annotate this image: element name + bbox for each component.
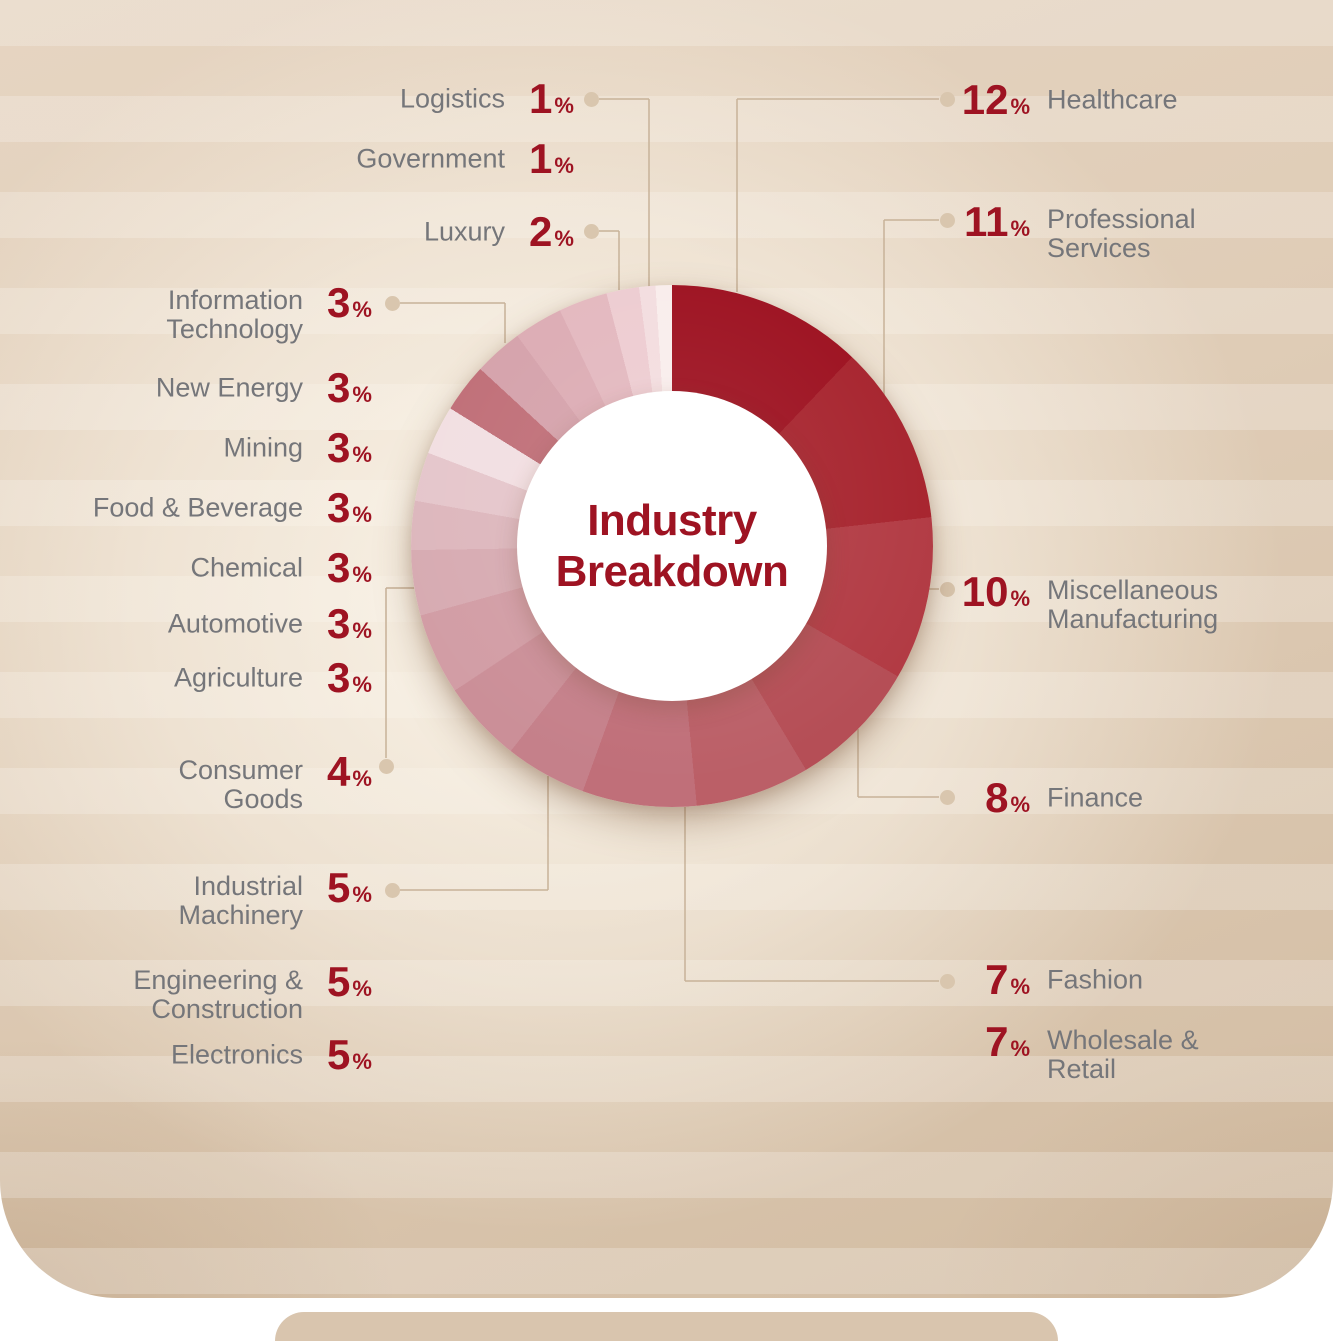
label-row-new-energy: New Energy 3%	[156, 367, 372, 409]
industry-label: Wholesale & Retail	[1047, 1025, 1199, 1084]
leader-dot	[939, 581, 955, 597]
leader-dot	[939, 212, 955, 228]
label-row-government: Government 1%	[356, 138, 574, 180]
industry-label: Agriculture	[173, 662, 303, 693]
industry-label: Luxury	[423, 216, 505, 247]
label-row-chemical: Chemical 3%	[190, 547, 371, 589]
donut-center: Industry Breakdown	[517, 391, 827, 701]
percentage-value: 10%	[961, 568, 1030, 615]
label-row-food-beverage: Food & Beverage 3%	[93, 487, 372, 529]
industry-label: Engineering & Construction	[133, 965, 303, 1024]
label-row-wholesale-retail: Wholesale & Retail 7%	[985, 1021, 1199, 1084]
industry-label: Fashion	[1047, 964, 1144, 995]
leader-dot	[939, 973, 955, 989]
leader-line	[684, 807, 686, 981]
leader-line	[386, 587, 414, 589]
label-row-agriculture: Agriculture 3%	[174, 657, 372, 699]
percentage-value: 5%	[327, 958, 372, 1005]
percentage-value: 3%	[327, 544, 372, 591]
leader-line	[884, 219, 939, 221]
label-row-industrial-machinery: Industrial Machinery 5%	[178, 867, 371, 930]
leader-line	[599, 230, 619, 232]
leader-line	[857, 729, 859, 797]
percentage-value: 3%	[327, 364, 372, 411]
industry-label: Professional Services	[1047, 204, 1196, 263]
percentage-value: 3%	[327, 484, 372, 531]
leader-line	[547, 776, 549, 890]
percentage-value: 7%	[985, 1018, 1030, 1065]
percentage-value: 3%	[327, 279, 372, 326]
leader-dot	[384, 295, 400, 311]
leader-line	[400, 302, 505, 304]
percentage-value: 3%	[327, 654, 372, 701]
percentage-value: 1%	[529, 135, 574, 182]
leader-line	[921, 588, 939, 590]
label-row-logistics: Logistics 1%	[400, 78, 574, 120]
leader-line	[883, 220, 885, 403]
leader-line	[685, 980, 939, 982]
industry-label: New Energy	[155, 372, 303, 403]
industry-label: Automotive	[167, 608, 303, 639]
label-row-miscellaneous-manufacturing: Miscellaneous Manufacturing 10%	[962, 571, 1218, 634]
industry-label: Miscellaneous Manufacturing	[1047, 575, 1219, 634]
label-row-healthcare: Healthcare 12%	[962, 79, 1178, 121]
percentage-value: 2%	[529, 208, 574, 255]
leader-dot	[939, 789, 955, 805]
industry-label: Logistics	[399, 83, 505, 114]
leader-line	[400, 889, 548, 891]
industry-label: Mining	[223, 432, 303, 463]
chart-title: Industry Breakdown	[555, 495, 789, 596]
percentage-value: 7%	[985, 956, 1030, 1003]
percentage-value: 1%	[529, 75, 574, 122]
percentage-value: 5%	[327, 864, 372, 911]
percentage-value: 11%	[964, 198, 1030, 245]
label-row-luxury: Luxury 2%	[424, 211, 574, 253]
percentage-value: 3%	[327, 424, 372, 471]
leader-line	[385, 588, 387, 758]
leader-dot	[583, 223, 599, 239]
leader-line	[858, 796, 939, 798]
label-row-professional-services: Professional Services 11%	[964, 201, 1196, 263]
leader-line	[648, 99, 650, 292]
industry-label: Industrial Machinery	[178, 871, 303, 930]
industry-label: Electronics	[170, 1039, 303, 1070]
industry-label: Information Technology	[166, 285, 303, 344]
leader-line	[618, 231, 620, 290]
industry-label: Government	[356, 143, 505, 174]
percentage-value: 4%	[327, 748, 372, 795]
leader-dot	[384, 882, 400, 898]
leader-line	[737, 98, 939, 100]
label-row-electronics: Electronics 5%	[171, 1034, 372, 1076]
label-row-fashion: Fashion 7%	[985, 959, 1143, 1001]
label-row-automotive: Automotive 3%	[168, 603, 372, 645]
percentage-value: 5%	[327, 1031, 372, 1078]
industry-label: Consumer Goods	[178, 755, 303, 814]
industry-label: Chemical	[190, 552, 303, 583]
percentage-value: 12%	[961, 76, 1030, 123]
leader-dot	[939, 91, 955, 107]
leader-line	[504, 303, 506, 343]
percentage-value: 3%	[327, 600, 372, 647]
leader-dot	[583, 91, 599, 107]
industry-label: Finance	[1047, 782, 1144, 813]
leader-line	[736, 99, 738, 292]
label-row-mining: Mining 3%	[223, 427, 371, 469]
industry-label: Healthcare	[1047, 84, 1178, 115]
leader-dot	[378, 758, 394, 774]
label-row-information-technology: Information Technology 3%	[166, 282, 372, 344]
leader-line	[599, 98, 649, 100]
background-card-below	[275, 1312, 1058, 1341]
label-row-consumer-goods: Consumer Goods 4%	[178, 751, 371, 814]
label-row-engineering-construction: Engineering & Construction 5%	[133, 961, 372, 1024]
percentage-value: 8%	[985, 774, 1030, 821]
label-row-finance: Finance 8%	[985, 777, 1143, 819]
industry-label: Food & Beverage	[92, 492, 303, 523]
